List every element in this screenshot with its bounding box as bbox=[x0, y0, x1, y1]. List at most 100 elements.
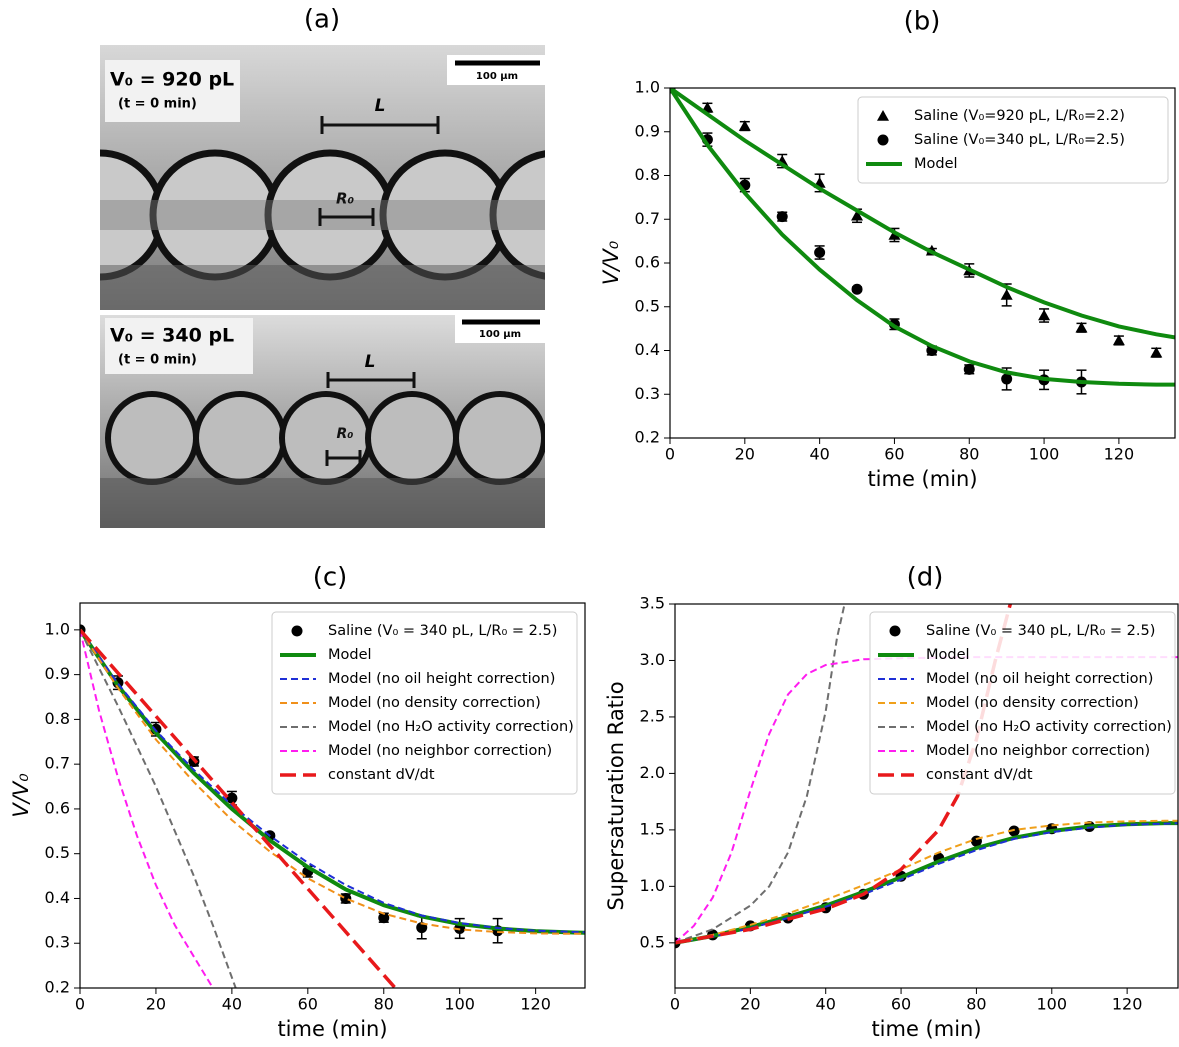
radius-label: R₀ bbox=[336, 190, 355, 208]
y-tick-label: 1.0 bbox=[635, 78, 660, 97]
y-tick-label: 2.5 bbox=[640, 706, 665, 725]
data-point bbox=[851, 209, 864, 221]
y-tick-label: 0.4 bbox=[45, 888, 70, 907]
series-line bbox=[670, 88, 1175, 387]
y-tick-label: 1.0 bbox=[45, 619, 70, 638]
x-tick-label: 20 bbox=[740, 995, 760, 1014]
legend-label: Model bbox=[328, 647, 372, 663]
legend-box bbox=[857, 96, 1169, 184]
series-line bbox=[80, 629, 237, 988]
legend-marker bbox=[877, 110, 889, 121]
axes-frame bbox=[674, 603, 1179, 989]
volume-label: V₀ = 340 pL bbox=[110, 325, 234, 347]
x-tick-label: 40 bbox=[816, 995, 836, 1014]
data-point bbox=[963, 363, 975, 375]
series-line bbox=[670, 88, 1175, 340]
spacing-bracket bbox=[320, 116, 440, 134]
y-tick-label: 3.5 bbox=[640, 594, 665, 613]
y-tick-label: 0.6 bbox=[635, 253, 660, 272]
data-point bbox=[814, 247, 826, 258]
legend-label: Model (no H₂O activity correction) bbox=[328, 719, 574, 735]
legend-label: Saline (V₀ = 340 pL, L/R₀ = 2.5) bbox=[926, 623, 1155, 639]
spacing-label: L bbox=[375, 96, 386, 116]
y-axis-label: V/V₀ bbox=[9, 773, 33, 818]
series-line bbox=[675, 819, 1178, 944]
series-line bbox=[675, 604, 846, 944]
chart-title: (c) bbox=[313, 563, 348, 593]
x-tick-label: 40 bbox=[809, 445, 829, 464]
chart-title: (b) bbox=[904, 7, 941, 37]
x-axis-label: time (min) bbox=[867, 467, 977, 491]
data-point bbox=[1112, 334, 1125, 346]
volume-label: V₀ = 920 pL bbox=[110, 69, 234, 91]
legend-label: Model (no H₂O activity correction) bbox=[926, 719, 1172, 735]
y-tick-label: 0.8 bbox=[635, 165, 660, 184]
x-tick-label: 100 bbox=[1037, 995, 1068, 1014]
micrograph-bottom bbox=[100, 315, 545, 528]
y-tick-label: 0.5 bbox=[635, 296, 660, 315]
data-point bbox=[1150, 346, 1163, 358]
y-tick-label: 1.5 bbox=[640, 819, 665, 838]
legend-marker bbox=[877, 134, 889, 146]
legend-label: constant dV/dt bbox=[328, 767, 435, 783]
x-tick-label: 120 bbox=[1104, 445, 1135, 464]
legend-label: constant dV/dt bbox=[926, 767, 1033, 783]
x-tick-label: 60 bbox=[298, 995, 318, 1014]
x-tick-label: 0 bbox=[665, 445, 675, 464]
x-tick-label: 0 bbox=[75, 995, 85, 1014]
chart-title: (d) bbox=[907, 563, 944, 593]
series-line bbox=[80, 629, 585, 935]
x-tick-label: 40 bbox=[222, 995, 242, 1014]
panel-label: (a) bbox=[304, 5, 340, 35]
x-tick-label: 120 bbox=[1112, 995, 1143, 1014]
series-line bbox=[675, 604, 1012, 945]
series-line bbox=[80, 628, 397, 988]
y-axis-label: V/V₀ bbox=[599, 240, 623, 285]
legend-marker bbox=[291, 625, 303, 637]
y-tick-label: 0.3 bbox=[635, 384, 660, 403]
legend-label: Saline (V₀=340 pL, L/R₀=2.5) bbox=[914, 132, 1125, 148]
legend-label: Model (no density correction) bbox=[926, 695, 1139, 711]
plot-area bbox=[80, 624, 585, 988]
legend-box bbox=[271, 611, 578, 795]
series-line bbox=[80, 629, 214, 988]
x-tick-label: 0 bbox=[670, 995, 680, 1014]
time-label: (t = 0 min) bbox=[118, 353, 197, 368]
legend-label: Model (no oil height correction) bbox=[328, 671, 555, 687]
y-tick-label: 0.4 bbox=[635, 340, 660, 359]
y-tick-label: 0.8 bbox=[45, 709, 70, 728]
x-tick-label: 60 bbox=[884, 445, 904, 464]
y-tick-label: 0.3 bbox=[45, 933, 70, 952]
micrograph-top bbox=[100, 45, 545, 310]
data-point bbox=[851, 283, 863, 295]
series-line bbox=[80, 629, 585, 934]
legend-box bbox=[869, 611, 1176, 795]
legend: Saline (V₀ = 340 pL, L/R₀ = 2.5) Model Mod… bbox=[271, 611, 578, 795]
legend-label: Model (no oil height correction) bbox=[926, 671, 1153, 687]
y-tick-label: 0.2 bbox=[635, 428, 660, 447]
legend: Saline (V₀=920 pL, L/R₀=2.2) Saline (V₀=3… bbox=[857, 96, 1169, 184]
x-axis-label: time (min) bbox=[871, 1017, 981, 1041]
x-tick-label: 80 bbox=[959, 445, 979, 464]
x-tick-label: 100 bbox=[444, 995, 475, 1014]
y-tick-label: 0.9 bbox=[45, 664, 70, 683]
data-point bbox=[378, 912, 390, 924]
data-point bbox=[226, 792, 238, 804]
series-line bbox=[675, 822, 1178, 944]
y-tick-label: 0.9 bbox=[635, 121, 660, 140]
x-tick-label: 120 bbox=[520, 995, 551, 1014]
y-tick-label: 2.0 bbox=[640, 763, 665, 782]
legend-label: Model (no density correction) bbox=[328, 695, 541, 711]
y-tick-label: 0.6 bbox=[45, 798, 70, 817]
plot-area bbox=[675, 604, 1178, 949]
legend-label: Model (no neighbor correction) bbox=[926, 743, 1150, 759]
y-axis-label: Supersaturation Ratio bbox=[604, 681, 628, 910]
scale-label: 100 µm bbox=[479, 329, 521, 340]
spacing-label: L bbox=[365, 352, 376, 372]
scale-label: 100 µm bbox=[476, 71, 518, 82]
legend-label: Model (no neighbor correction) bbox=[328, 743, 552, 759]
axes-frame bbox=[79, 602, 586, 989]
data-point bbox=[1075, 321, 1088, 333]
legend-label: Saline (V₀=920 pL, L/R₀=2.2) bbox=[914, 108, 1125, 124]
x-axis-label: time (min) bbox=[277, 1017, 387, 1041]
